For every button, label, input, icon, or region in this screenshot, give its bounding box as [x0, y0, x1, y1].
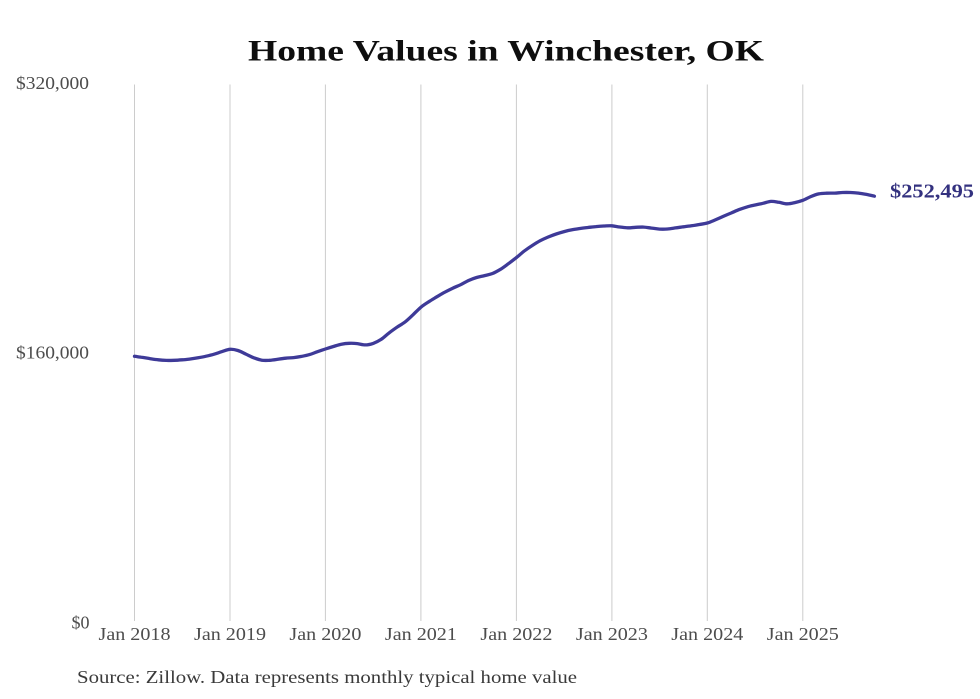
svg-text:Jan 2024: Jan 2024 — [671, 624, 743, 644]
svg-text:Home Values in Winchester, OK: Home Values in Winchester, OK — [248, 35, 765, 68]
svg-text:Jan 2019: Jan 2019 — [194, 624, 266, 644]
svg-text:Jan 2021: Jan 2021 — [385, 624, 457, 644]
svg-text:$320,000: $320,000 — [16, 73, 89, 93]
svg-text:Jan 2022: Jan 2022 — [480, 624, 552, 644]
svg-text:$160,000: $160,000 — [16, 343, 89, 363]
svg-text:Jan 2018: Jan 2018 — [99, 624, 171, 644]
svg-text:Jan 2020: Jan 2020 — [289, 624, 361, 644]
svg-text:Jan 2025: Jan 2025 — [767, 624, 839, 644]
svg-text:Jan 2023: Jan 2023 — [576, 624, 648, 644]
svg-text:$252,495: $252,495 — [890, 181, 974, 203]
svg-text:$0: $0 — [72, 613, 90, 633]
svg-text:Source: Zillow. Data represent: Source: Zillow. Data represents monthly … — [77, 667, 577, 687]
